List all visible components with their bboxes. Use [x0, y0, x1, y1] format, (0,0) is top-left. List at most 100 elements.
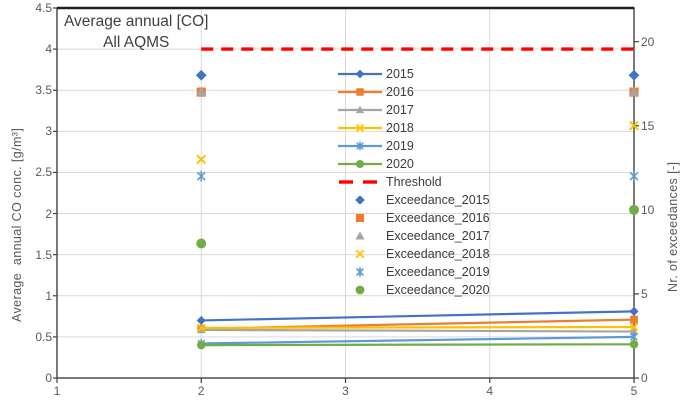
left-axis-tick-label: 4.5 [35, 1, 52, 15]
legend-sample-Exceedance_2015 [355, 195, 365, 205]
left-axis-tick-label: 1 [45, 288, 52, 303]
left-axis-tick-label: 4 [45, 42, 52, 57]
legend-marker-Exceedance_2018 [355, 249, 365, 259]
legend: 2015 2016 2017 2018 2019 2020 Threshold Exceeda… [337, 65, 490, 299]
left-axis-tick-label: 1.5 [35, 247, 52, 262]
series-marker-2015 [629, 306, 639, 316]
right-axis-tick-label: 10 [641, 202, 655, 217]
series-2015 [196, 306, 639, 326]
series-marker-2018 [196, 323, 206, 333]
right-axis-tick-label: 5 [641, 286, 648, 301]
x-axis-tick-label: 2 [197, 384, 205, 398]
legend-item-2016: 2016 [337, 83, 490, 101]
right-axis-title: Nr. of exceedances [-] [666, 161, 680, 292]
legend-item-Exceedance_2015: Exceedance_2015 [337, 191, 490, 209]
legend-item-Exceedance_2020: Exceedance_2020 [337, 281, 490, 299]
left-axis-tick-label: 2 [45, 206, 52, 221]
legend-marker-2016 [356, 88, 364, 96]
legend-marker-Exceedance_2020 [355, 285, 365, 295]
legend-item-2015: 2015 [337, 65, 490, 83]
legend-label-2019: 2019 [386, 139, 414, 153]
marker-Exceedance_2017 [628, 86, 640, 96]
legend-item-Exceedance_2017: Exceedance_2017 [337, 227, 490, 245]
series-Exceedance_2020 [196, 204, 639, 249]
legend-label-2015: 2015 [386, 67, 414, 81]
marker-Exceedance_2018 [629, 120, 639, 131]
legend-label-Threshold: Threshold [386, 175, 442, 189]
legend-item-2018: 2018 [337, 119, 490, 137]
legend-marker-2020 [355, 159, 365, 169]
legend-sample-Exceedance_2020 [355, 285, 365, 295]
legend-label-Exceedance_2018: Exceedance_2018 [386, 247, 490, 261]
legend-sample-Exceedance_2016 [355, 213, 365, 223]
marker-Exceedance_2015 [195, 69, 207, 81]
chart-title: Average annual [CO] All AQMS [64, 11, 208, 53]
legend-marker-Exceedance_2015 [355, 195, 365, 205]
right-axis-tick-label: 0 [641, 371, 648, 385]
left-axis-tick-label: 2.5 [35, 165, 52, 180]
legend-sample-Exceedance_2017 [355, 231, 365, 240]
legend-sample-Exceedance_2019 [355, 267, 365, 277]
left-axis-tick-label: 3.5 [35, 83, 52, 98]
right-axis-tick-label: 20 [641, 34, 655, 49]
legend-label-Exceedance_2016: Exceedance_2016 [386, 211, 490, 225]
legend-item-Exceedance_2016: Exceedance_2016 [337, 209, 490, 227]
x-axis-tick-label: 5 [630, 384, 638, 398]
series-Exceedance_2019 [196, 170, 639, 182]
legend-marker-Exceedance_2017 [355, 231, 365, 240]
legend-item-2019: 2019 [337, 137, 490, 155]
legend-sample-2017 [338, 105, 382, 114]
legend-item-Exceedance_2019: Exceedance_2019 [337, 263, 490, 281]
series-line-2018 [201, 325, 635, 329]
series-Exceedance_2018 [196, 120, 639, 165]
chart-title-line2: All AQMS [103, 34, 170, 51]
marker-Exceedance_2019 [196, 170, 206, 182]
marker-Exceedance_2020 [196, 238, 207, 249]
series-marker-2016 [630, 315, 638, 324]
marker-Exceedance_2020 [629, 204, 639, 215]
legend-label-2016: 2016 [386, 85, 414, 99]
series-line-2015 [201, 310, 635, 322]
marker-Exceedance_2017 [196, 86, 207, 96]
legend-label-Exceedance_2020: Exceedance_2020 [386, 283, 490, 297]
legend-marker-Exceedance_2016 [355, 213, 365, 223]
left-axis-tick-label: 0.5 [35, 329, 52, 344]
legend-sample-2018 [338, 123, 382, 133]
series-line-2020 [201, 343, 635, 347]
legend-marker-2019 [356, 141, 364, 151]
marker-Exceedance_2018 [196, 154, 207, 165]
legend-label-2018: 2018 [386, 121, 414, 135]
x-axis-tick-label: 3 [342, 384, 349, 398]
series-marker-2020 [197, 340, 206, 350]
legend-label-Exceedance_2019: Exceedance_2019 [386, 265, 490, 279]
series-2020 [197, 340, 639, 350]
series-marker-2018 [629, 322, 639, 332]
legend-marker-2018 [355, 123, 365, 133]
legend-marker-Exceedance_2019 [355, 267, 365, 277]
series-marker-2020 [629, 340, 639, 349]
series-marker-2019 [630, 332, 638, 342]
left-axis-tick-label: 0 [45, 371, 52, 385]
legend-sample-Exceedance_2018 [355, 249, 365, 259]
legend-marker-2015 [355, 69, 365, 79]
chart-title-line1: Average annual [CO] [64, 13, 209, 30]
legend-sample-2015 [338, 69, 382, 79]
legend-item-Exceedance_2018: Exceedance_2018 [337, 245, 490, 263]
legend-label-2020: 2020 [386, 157, 414, 171]
legend-label-Exceedance_2015: Exceedance_2015 [386, 193, 490, 207]
x-axis-tick-label: 1 [53, 384, 61, 398]
legend-label-Exceedance_2017: Exceedance_2017 [386, 229, 490, 243]
legend-sample-2019 [338, 141, 382, 151]
legend-label-2017: 2017 [386, 103, 414, 117]
x-axis-tick-label: 4 [486, 384, 494, 398]
legend-item-Threshold: Threshold [337, 173, 490, 191]
left-axis-tick-label: 3 [45, 124, 52, 139]
series-marker-2015 [196, 315, 206, 326]
series-Exceedance_2017 [196, 86, 640, 96]
series-marker-2017 [629, 326, 639, 335]
series-line-2017 [201, 328, 635, 333]
legend-sample-Threshold [339, 180, 377, 184]
marker-Exceedance_2019 [629, 170, 639, 182]
